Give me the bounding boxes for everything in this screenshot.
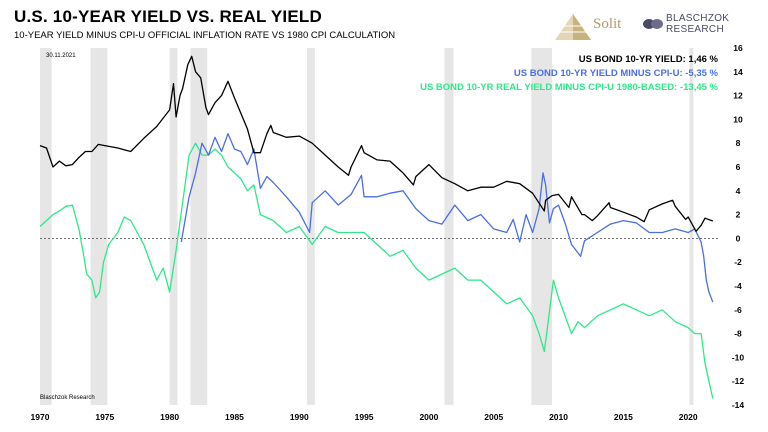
recession-band-3 — [190, 48, 208, 405]
series-line-2 — [39, 142, 714, 399]
bull-bear-logo-icon — [643, 19, 663, 29]
brand-solit: Solit — [593, 16, 622, 32]
y-tick-label: -12 — [732, 376, 745, 386]
x-tick-label: 1990 — [290, 412, 309, 422]
y-tick-label: 12 — [733, 91, 743, 101]
y-tick-label: 10 — [733, 114, 743, 124]
x-tick-label: 1985 — [225, 412, 244, 422]
x-tick-label: 1995 — [355, 412, 374, 422]
legend-yield-minus-cpi: US BOND 10-YR YIELD MINUS CPI-U: -5,35 % — [514, 68, 719, 79]
y-tick-label: 4 — [736, 186, 741, 196]
brand-blaschzok: BLASCHZOK RESEARCH — [666, 13, 729, 35]
y-tick-label: -2 — [734, 257, 742, 267]
y-tick-label: 8 — [736, 138, 741, 148]
y-tick-label: 0 — [736, 233, 741, 243]
y-tick-label: -6 — [734, 305, 742, 315]
pyramid-logo-icon — [555, 14, 591, 40]
y-tick-label: -4 — [734, 281, 742, 291]
recession-bands — [40, 48, 694, 405]
y-tick-label: -10 — [732, 352, 745, 362]
y-tick-label: 14 — [733, 67, 743, 77]
x-tick-label: 1975 — [95, 412, 114, 422]
x-tick-label: 1970 — [31, 412, 50, 422]
recession-band-7 — [689, 48, 694, 405]
source-label: Blaschzok Research — [40, 395, 95, 401]
y-axis-ticks: 16 14 12 10 8 6 4 2 0 -2 -4 -6 -8 -10 -12 -14 — [732, 43, 745, 410]
recession-band-4 — [307, 48, 315, 405]
y-tick-label: 16 — [733, 43, 743, 53]
recession-band-2 — [169, 48, 178, 405]
y-tick-label: 2 — [736, 210, 741, 220]
series-lines — [39, 55, 714, 399]
y-tick-label: 6 — [736, 162, 741, 172]
x-tick-label: 1980 — [160, 412, 179, 422]
brand-line-2: RESEARCH — [666, 24, 724, 35]
x-axis-ticks: 1970 1975 1980 1985 1990 1995 2000 2005 2010 2015… — [31, 412, 698, 422]
chart-subtitle: 10-YEAR YIELD MINUS CPI-U OFFICIAL INFLA… — [14, 30, 396, 41]
x-tick-label: 2020 — [679, 412, 698, 422]
brand-line-1: BLASCHZOK — [666, 13, 730, 24]
y-tick-label: -14 — [732, 400, 745, 410]
series-line-1 — [180, 133, 714, 303]
series-line-0 — [39, 55, 714, 232]
x-tick-label: 2010 — [549, 412, 568, 422]
x-tick-label: 2015 — [614, 412, 633, 422]
x-tick-label: 2000 — [419, 412, 438, 422]
chart-title: U.S. 10-YEAR YIELD VS. REAL YIELD — [14, 7, 322, 26]
date-label: 30.11.2021 — [46, 53, 76, 59]
legend-ten-year-yield: US BOND 10-YR YIELD: 1,46 % — [579, 54, 719, 65]
recession-band-0 — [40, 48, 52, 405]
x-tick-label: 2005 — [484, 412, 503, 422]
recession-band-6 — [531, 48, 553, 405]
legend-real-yield-1980: US BOND 10-YR REAL YIELD MINUS CPI-U 198… — [420, 82, 718, 93]
recession-band-1 — [90, 48, 108, 405]
y-tick-label: -8 — [734, 329, 742, 339]
recession-band-5 — [444, 48, 454, 405]
